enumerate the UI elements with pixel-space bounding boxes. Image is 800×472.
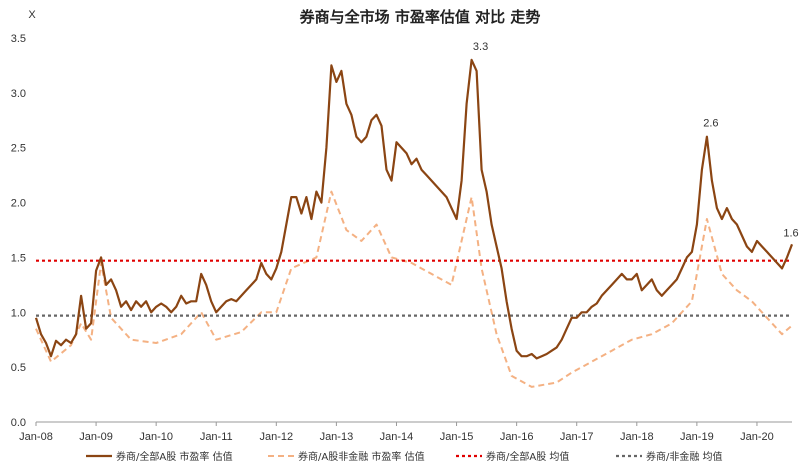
series-line-2	[35, 190, 793, 388]
x-tick-label: Jan-15	[440, 431, 474, 443]
x-tick-label: Jan-10	[139, 431, 173, 443]
chart-title: 券商与全市场 市盈率估值 对比 走势	[300, 8, 541, 26]
series-layer	[34, 58, 794, 388]
x-tick-label: Jan-19	[680, 431, 714, 443]
x-tick-label: Jan-14	[380, 431, 414, 443]
x-tick-label: Jan-11	[200, 431, 233, 443]
annotation-label: 3.3	[473, 41, 488, 53]
legend-label: 券商/非金融 均值	[646, 450, 723, 463]
annotation-label: 1.6	[783, 227, 798, 239]
x-axis-ticks: Jan-08 Jan-09 Jan-10 Jan-11 Jan-12 Jan-13 Jan-…	[19, 422, 774, 443]
y-tick-label: 0.5	[11, 362, 26, 374]
y-tick-label: 2.0	[11, 198, 26, 210]
x-tick-label: Jan-20	[740, 431, 774, 443]
x-tick-label: Jan-16	[500, 431, 534, 443]
y-tick-label: 1.5	[11, 252, 26, 264]
legend-label: 券商/全部A股 均值	[486, 450, 569, 463]
x-tick-label: Jan-17	[560, 431, 594, 443]
y-axis-unit-label: X	[28, 9, 36, 21]
x-tick-label: Jan-09	[79, 431, 113, 443]
x-tick-label: Jan-08	[19, 431, 53, 443]
x-tick-label: Jan-12	[259, 431, 293, 443]
series-line-1	[34, 58, 794, 360]
legend-label: 券商/全部A股 市盈率 估值	[116, 450, 233, 463]
y-tick-label: 0.0	[11, 417, 26, 429]
y-tick-label: 3.0	[11, 88, 26, 100]
y-tick-label: 1.0	[11, 307, 26, 319]
annotation-label: 2.6	[703, 118, 718, 130]
x-tick-label: Jan-13	[320, 431, 354, 443]
y-tick-label: 3.5	[11, 33, 26, 45]
legend: 券商/全部A股 市盈率 估值 券商/A股非金融 市盈率 估值 券商/全部A股 均值 券…	[86, 450, 723, 463]
y-tick-label: 2.5	[11, 143, 26, 155]
y-axis-ticks: 0.0 0.5 1.0 1.5 2.0 2.5 3.0 3.5	[11, 33, 26, 429]
annotation-layer: 3.3 2.6 1.6	[473, 41, 799, 240]
x-tick-label: Jan-18	[620, 431, 654, 443]
legend-label: 券商/A股非金融 市盈率 估值	[298, 450, 425, 463]
